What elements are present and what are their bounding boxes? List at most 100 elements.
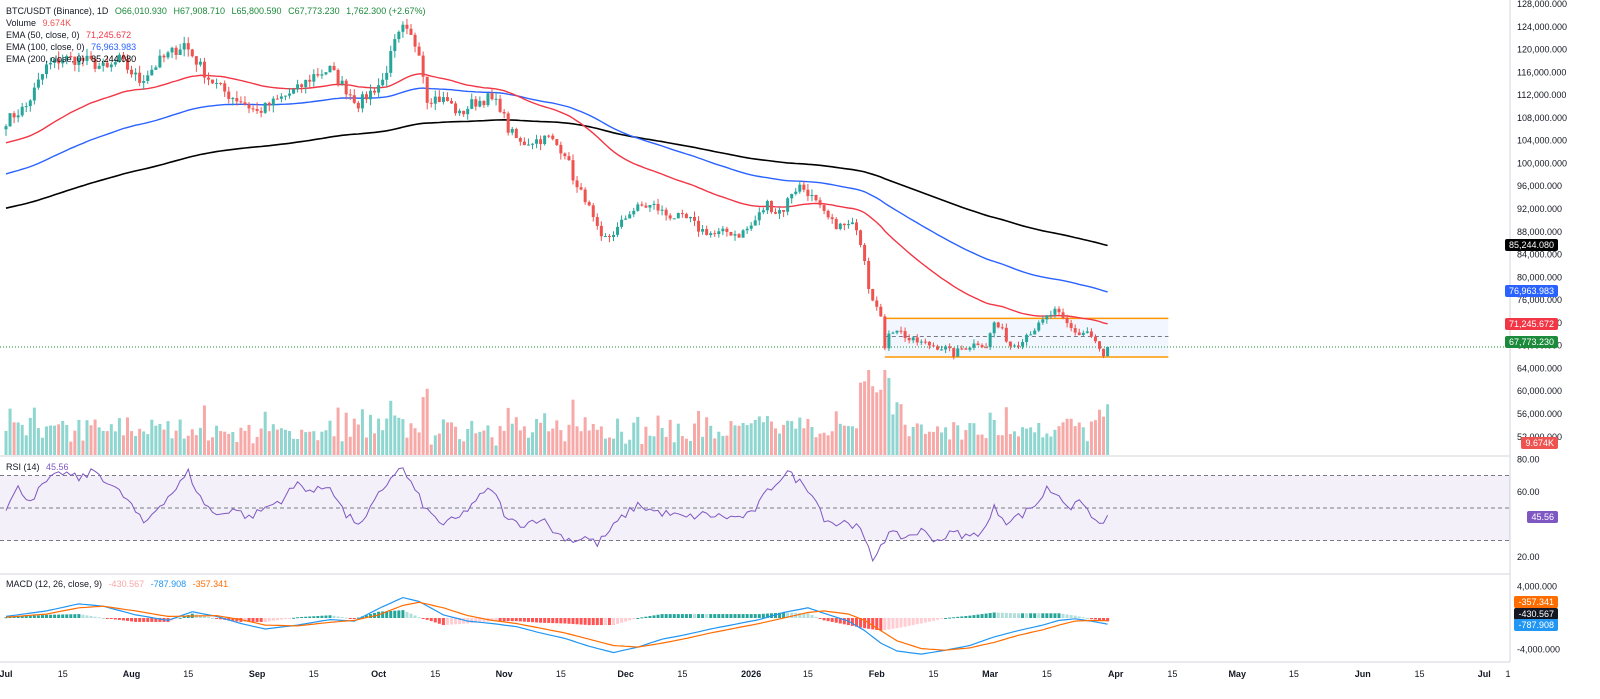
- ema50-legend: EMA (50, close, 0) 71,245.672: [6, 29, 131, 41]
- macd-histogram-bar: [478, 618, 482, 623]
- macd-histogram-bar: [624, 618, 628, 622]
- volume-bar: [292, 438, 296, 455]
- volume-bar: [567, 424, 571, 455]
- candle-body: [332, 65, 336, 70]
- macd-histogram-bar: [936, 618, 939, 620]
- time-axis-tick: 15: [928, 669, 938, 679]
- candle-body: [65, 56, 69, 60]
- candle-body: [830, 217, 834, 220]
- time-axis-tick: 15: [1289, 669, 1299, 679]
- volume-bar: [170, 438, 174, 455]
- macd-histogram-bar: [506, 618, 510, 622]
- candle-body: [93, 58, 97, 69]
- candle-body: [377, 85, 381, 93]
- macd-histogram-bar: [883, 618, 887, 630]
- volume-bar: [437, 433, 441, 455]
- volume-bar: [235, 441, 239, 455]
- candle-body: [385, 72, 389, 80]
- volume-bar: [688, 441, 692, 455]
- volume-bar: [676, 423, 680, 455]
- volume-bar: [85, 420, 89, 455]
- volume-bar: [765, 415, 769, 455]
- volume-bar: [899, 404, 903, 455]
- candle-body: [421, 55, 425, 77]
- volume-bar: [887, 377, 891, 455]
- candle-body: [138, 72, 142, 83]
- candle-body: [583, 189, 587, 203]
- volume-bar: [563, 441, 567, 455]
- candle-body: [425, 76, 429, 103]
- candle-body: [729, 231, 733, 236]
- volume-bar: [154, 425, 158, 455]
- macd-histogram-bar: [980, 614, 984, 618]
- candle-body: [227, 91, 231, 99]
- volume-bar: [531, 432, 534, 455]
- macd-histogram-bar: [632, 618, 636, 620]
- macd-histogram-bar: [697, 614, 701, 618]
- candle-body: [462, 110, 466, 115]
- volume-bar: [113, 431, 117, 455]
- volume-bar: [830, 431, 834, 455]
- volume-bar: [1004, 407, 1008, 455]
- ema100-legend-label: EMA (100, close, 0): [6, 42, 85, 52]
- candle-body: [875, 300, 879, 307]
- candle-body: [190, 49, 194, 57]
- macd-histogram-bar: [215, 618, 219, 619]
- candle-body: [1106, 346, 1110, 357]
- candle-body: [607, 235, 611, 238]
- volume-bar: [1061, 422, 1065, 455]
- time-axis-tick: 15: [430, 669, 440, 679]
- time-axis-tick: Jul: [1478, 669, 1491, 679]
- volume-bar: [1053, 429, 1057, 455]
- candle-body: [344, 80, 348, 95]
- macd-histogram-bar: [138, 618, 142, 622]
- volume-bar: [697, 410, 701, 455]
- macd-histogram-bar: [822, 618, 826, 621]
- candle-body: [259, 110, 263, 113]
- ema50-legend-value: 71,245.672: [86, 30, 132, 40]
- macd-histogram-bar: [65, 614, 69, 618]
- ema100-line: [5, 87, 1108, 293]
- candle-body: [907, 338, 911, 341]
- volume-bar: [911, 427, 915, 455]
- candle-body: [713, 233, 717, 235]
- macd-histogram-bar: [603, 618, 607, 626]
- time-axis-tick: Oct: [371, 669, 386, 679]
- macd-histogram-bar: [450, 618, 453, 625]
- candle-body: [725, 228, 729, 232]
- candle-body: [652, 203, 656, 206]
- candle-body: [620, 219, 624, 227]
- macd-histogram-bar: [121, 618, 125, 621]
- volume-bar: [4, 430, 8, 455]
- price-axis-tick: 96,000.000: [1517, 181, 1562, 191]
- macd-histogram-bar: [952, 617, 956, 619]
- macd-histogram-bar: [4, 617, 8, 619]
- volume-bar: [255, 436, 259, 455]
- candle-body: [433, 96, 437, 104]
- candle-body: [539, 139, 543, 145]
- candle-body: [891, 332, 895, 334]
- candle-body: [628, 214, 632, 219]
- candle-body: [575, 180, 579, 188]
- macd-histogram-bar: [595, 618, 599, 626]
- macd-histogram-bar: [915, 618, 919, 625]
- candle-body: [968, 347, 972, 350]
- price-axis-tick: 88,000.000: [1517, 227, 1562, 237]
- macd-histogram-bar: [907, 618, 911, 626]
- volume-bar: [490, 437, 494, 455]
- candle-body: [57, 58, 61, 64]
- macd-histogram-bar: [16, 616, 20, 618]
- volume-bar: [769, 421, 773, 455]
- macd-histogram-bar: [369, 614, 372, 618]
- macd-histogram-bar: [348, 618, 352, 619]
- volume-bar: [846, 425, 850, 455]
- macd-histogram-bar: [279, 618, 283, 620]
- candle-body: [636, 204, 640, 211]
- time-axis-tick: 15: [1167, 669, 1177, 679]
- candle-body: [417, 46, 421, 56]
- candle-body: [441, 97, 445, 102]
- candle-body: [1069, 323, 1073, 329]
- macd-histogram-bar: [77, 614, 81, 618]
- macd-histogram-bar: [725, 614, 729, 618]
